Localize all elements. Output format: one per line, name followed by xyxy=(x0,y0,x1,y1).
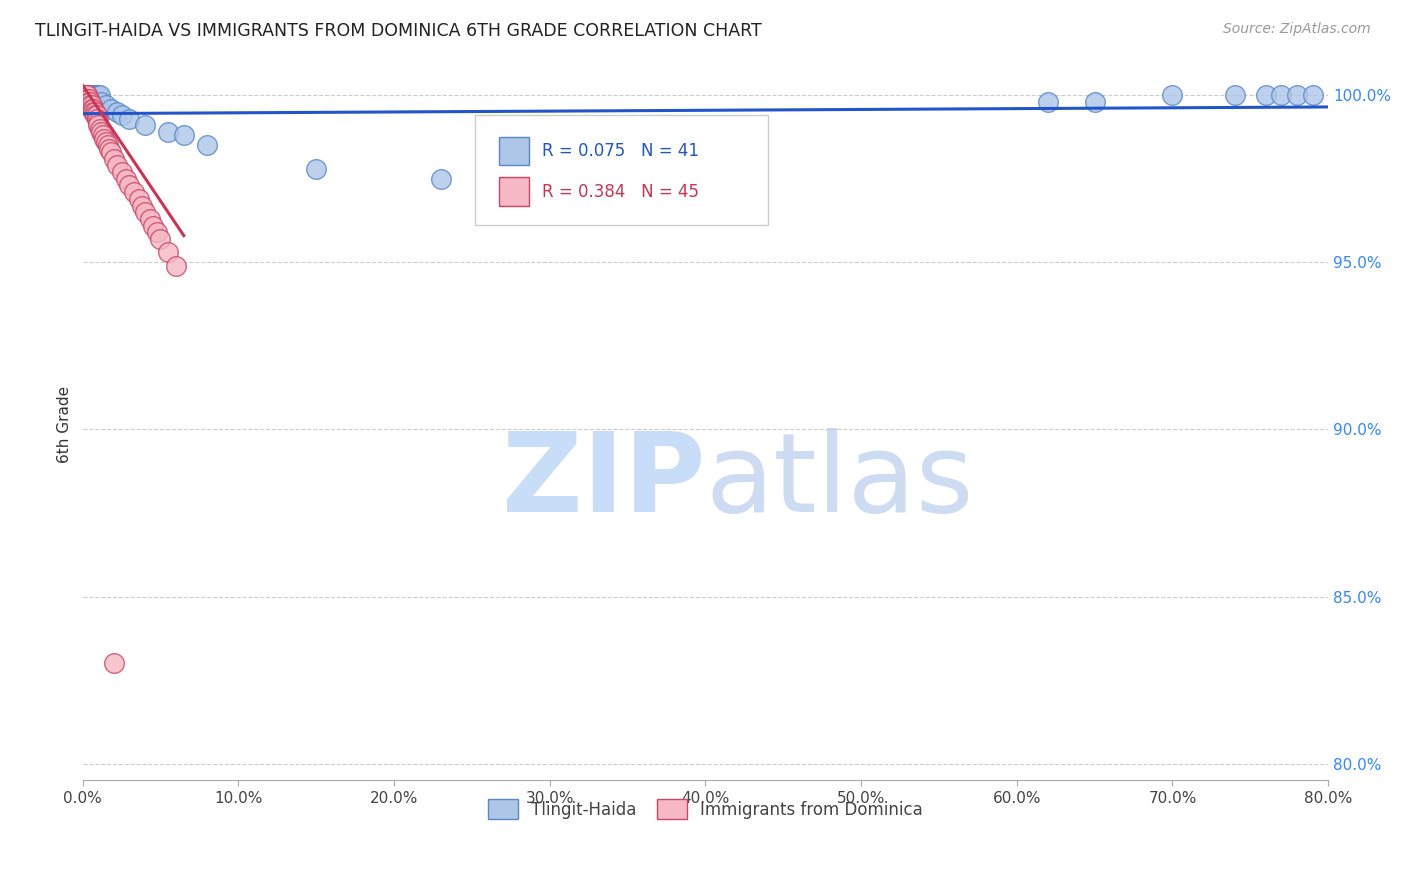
Point xyxy=(1285,88,1308,103)
Point xyxy=(86,108,108,122)
Point xyxy=(195,138,218,153)
Point xyxy=(149,232,172,246)
Point xyxy=(1254,88,1277,103)
Point xyxy=(89,88,111,103)
Point xyxy=(80,102,103,116)
Point xyxy=(79,98,101,112)
Point xyxy=(118,178,141,193)
Point xyxy=(73,88,96,103)
Point xyxy=(173,128,195,143)
FancyBboxPatch shape xyxy=(499,136,529,165)
Point xyxy=(105,158,128,172)
Text: R = 0.075   N = 41: R = 0.075 N = 41 xyxy=(543,142,699,160)
Point xyxy=(77,92,100,106)
Legend: Tlingit-Haida, Immigrants from Dominica: Tlingit-Haida, Immigrants from Dominica xyxy=(481,793,929,825)
Point xyxy=(94,98,117,112)
Point xyxy=(76,88,98,103)
Text: ZIP: ZIP xyxy=(502,428,706,535)
Point xyxy=(103,152,125,166)
Point xyxy=(82,88,104,103)
Point xyxy=(429,171,451,186)
Point xyxy=(75,88,97,103)
Text: R = 0.384   N = 45: R = 0.384 N = 45 xyxy=(543,183,699,201)
Point xyxy=(75,88,97,103)
Point xyxy=(84,105,107,120)
FancyBboxPatch shape xyxy=(475,115,768,225)
Point xyxy=(1223,88,1246,103)
Point xyxy=(84,88,107,103)
Point xyxy=(77,88,100,103)
Point xyxy=(76,88,98,103)
Point xyxy=(157,125,180,139)
Point xyxy=(118,112,141,126)
Point xyxy=(73,88,96,103)
Point xyxy=(76,88,98,103)
Point xyxy=(76,88,98,103)
Point xyxy=(79,88,101,103)
Point xyxy=(91,128,114,143)
Point xyxy=(80,88,103,103)
Point xyxy=(1036,95,1059,109)
Point xyxy=(82,102,104,116)
Point xyxy=(134,119,156,133)
Point xyxy=(146,225,169,239)
Point xyxy=(87,115,110,129)
Y-axis label: 6th Grade: 6th Grade xyxy=(58,386,72,463)
Point xyxy=(554,182,576,196)
Point xyxy=(87,88,110,103)
Point xyxy=(134,205,156,219)
Point xyxy=(100,145,122,159)
Point xyxy=(75,88,97,103)
Point xyxy=(1084,95,1107,109)
Point xyxy=(90,125,112,139)
Point xyxy=(103,657,125,671)
Point xyxy=(110,108,132,122)
Point xyxy=(77,88,100,103)
Point xyxy=(128,192,150,206)
Point xyxy=(84,108,107,122)
Point xyxy=(98,142,121,156)
Point xyxy=(96,138,118,153)
Point xyxy=(138,211,160,226)
Point xyxy=(110,165,132,179)
Point xyxy=(87,119,110,133)
Point xyxy=(1302,88,1324,103)
Text: Source: ZipAtlas.com: Source: ZipAtlas.com xyxy=(1223,22,1371,37)
Point xyxy=(80,88,103,103)
Point xyxy=(73,88,96,103)
Point xyxy=(142,219,165,233)
Point xyxy=(105,105,128,120)
Point xyxy=(89,121,111,136)
Point xyxy=(82,105,104,120)
Point xyxy=(80,98,103,112)
Point xyxy=(90,95,112,109)
Point xyxy=(115,171,138,186)
FancyBboxPatch shape xyxy=(499,178,529,206)
Point xyxy=(100,102,122,116)
Point xyxy=(695,195,717,210)
Point xyxy=(73,88,96,103)
Point xyxy=(79,95,101,109)
Point xyxy=(76,92,98,106)
Point xyxy=(77,95,100,109)
Point xyxy=(1161,88,1184,103)
Point xyxy=(131,198,153,212)
Text: TLINGIT-HAIDA VS IMMIGRANTS FROM DOMINICA 6TH GRADE CORRELATION CHART: TLINGIT-HAIDA VS IMMIGRANTS FROM DOMINIC… xyxy=(35,22,762,40)
Point xyxy=(75,88,97,103)
Point xyxy=(157,245,180,260)
Text: atlas: atlas xyxy=(706,428,974,535)
Point xyxy=(84,88,107,103)
Point xyxy=(1270,88,1292,103)
Point xyxy=(82,88,104,103)
Point xyxy=(93,131,115,145)
Point xyxy=(122,185,145,199)
Point xyxy=(86,112,108,126)
Point xyxy=(86,88,108,103)
Point xyxy=(79,88,101,103)
Point xyxy=(94,135,117,149)
Point xyxy=(305,161,328,176)
Point xyxy=(165,259,187,273)
